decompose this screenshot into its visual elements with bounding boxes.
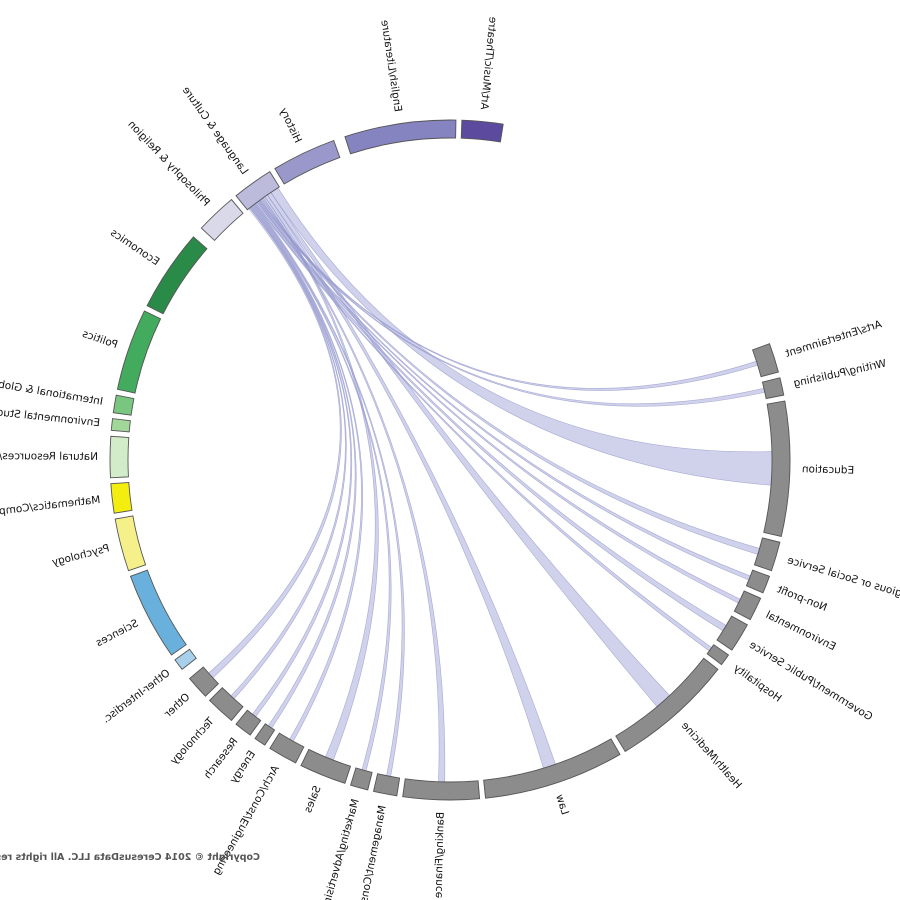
segment-research[interactable] bbox=[235, 709, 262, 736]
label-international-global-studies: International & Global Studies bbox=[0, 370, 104, 408]
segment-natural-resources-geology-forestry[interactable] bbox=[109, 435, 130, 479]
segment-arch-const-engineering[interactable] bbox=[269, 732, 305, 764]
label-sciences: Sciences bbox=[94, 617, 141, 649]
segment-management-consulting[interactable] bbox=[372, 773, 401, 797]
segment-environmental-studies[interactable] bbox=[110, 418, 131, 433]
label-energy: Energy bbox=[228, 748, 259, 785]
label-politics: Politics bbox=[81, 328, 119, 351]
segment-english-literature[interactable] bbox=[344, 119, 457, 155]
segment-sales[interactable] bbox=[300, 748, 352, 784]
segment-language-culture[interactable] bbox=[235, 171, 280, 211]
segment-marketing-advertising[interactable] bbox=[350, 767, 373, 791]
segment-environmental[interactable] bbox=[733, 590, 762, 621]
label-history: History bbox=[277, 106, 304, 145]
label-marketing-advertising: Marketing/Advertising bbox=[319, 798, 361, 900]
label-sales: Sales bbox=[302, 784, 324, 814]
segment-other-interdisc[interactable] bbox=[174, 648, 197, 670]
label-language-culture: Language & Culture bbox=[180, 85, 251, 177]
label-environmental-studies: Environmental Studies bbox=[0, 405, 101, 429]
segment-psychology[interactable] bbox=[114, 515, 147, 572]
segment-other[interactable] bbox=[188, 666, 220, 697]
label-english-literature: English/Literature bbox=[378, 19, 404, 113]
segment-non-profit[interactable] bbox=[745, 569, 771, 594]
segment-international-global-studies[interactable] bbox=[112, 394, 135, 416]
label-philosophy-religion: Philosophy & Religion bbox=[125, 118, 212, 208]
label-technology: Technology bbox=[168, 715, 217, 767]
segment-philosophy-religion[interactable] bbox=[200, 198, 244, 242]
segment-banking-finance[interactable] bbox=[402, 778, 481, 801]
segment-arts-entertainment[interactable] bbox=[752, 343, 779, 378]
segment-energy[interactable] bbox=[254, 723, 276, 746]
label-other: Other bbox=[162, 691, 193, 720]
segment-law[interactable] bbox=[483, 738, 621, 799]
label-economics: Economics bbox=[108, 227, 161, 268]
segment-writing-publishing[interactable] bbox=[761, 377, 785, 400]
segment-art-music-theatre[interactable] bbox=[460, 119, 504, 143]
segment-politics[interactable] bbox=[116, 310, 162, 394]
segment-layer bbox=[109, 119, 791, 801]
label-arts-entertainment: Arts/Entertainment bbox=[784, 318, 883, 360]
label-environmental: Environmental bbox=[764, 609, 838, 653]
label-other-interdisc: Other-Interdisc. bbox=[100, 667, 172, 726]
label-education: Education bbox=[802, 463, 855, 476]
segment-technology[interactable] bbox=[208, 687, 244, 722]
ribbon-to-government-public-service[interactable] bbox=[255, 201, 727, 632]
label-psychology: Psychology bbox=[51, 542, 111, 568]
segment-government-public-service[interactable] bbox=[716, 615, 748, 651]
segment-religious-or-social-service[interactable] bbox=[753, 537, 781, 572]
label-management-consulting: Management/Consulting bbox=[352, 804, 388, 900]
label-hospitality: Hospitality bbox=[731, 662, 783, 705]
segment-history[interactable] bbox=[274, 139, 341, 185]
segment-sciences[interactable] bbox=[129, 569, 187, 656]
segment-mathematics-computer-science[interactable] bbox=[110, 481, 133, 514]
label-writing-publishing: Writing/Publishing bbox=[792, 357, 887, 389]
label-health-medicine: Health/Medicine bbox=[679, 720, 744, 792]
segment-education[interactable] bbox=[763, 400, 791, 538]
segment-economics[interactable] bbox=[146, 236, 208, 315]
ribbon-to-energy[interactable] bbox=[251, 205, 357, 729]
copyright-notice: Copyright © 2014 CeresusData LLC. All ri… bbox=[0, 852, 260, 863]
segment-hospitality[interactable] bbox=[706, 644, 730, 666]
label-banking-finance: Banking/Finance bbox=[433, 812, 447, 899]
segment-health-medicine[interactable] bbox=[615, 657, 719, 753]
ribbon-to-law[interactable] bbox=[264, 194, 556, 769]
label-law: Law bbox=[553, 793, 571, 817]
label-natural-resources-geology-forestry: Natural Resources/Geology/Forestry bbox=[0, 449, 98, 463]
label-non-profit: Non-profit bbox=[775, 583, 828, 613]
label-mathematics-computer-science: Mathematics/Computer Science bbox=[0, 494, 101, 525]
label-art-music-theatre: Art/Music/Theatre bbox=[478, 16, 499, 110]
